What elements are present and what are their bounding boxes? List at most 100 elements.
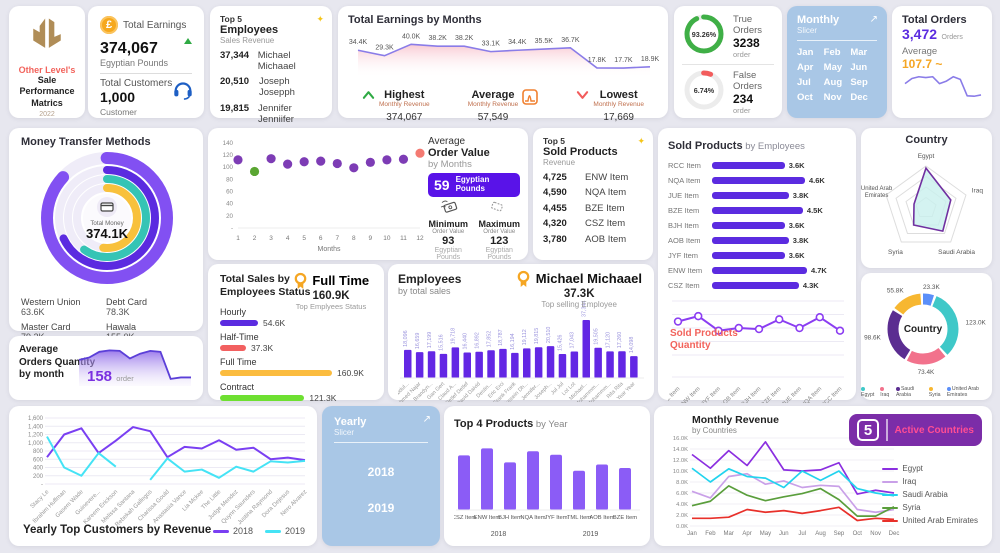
chart-label: 6.74% <box>694 86 715 95</box>
legend-item[interactable]: Iraq <box>880 386 892 398</box>
legend-item[interactable]: Egypt <box>882 464 978 473</box>
earnings-by-months-area-chart[interactable]: 34.4K 29.3K 40.0K 38.2K 38.2K 33.1K 34.4K 35.5K… <box>348 26 659 87</box>
month-option[interactable]: Dec <box>850 92 868 103</box>
legend-item[interactable]: Egypt <box>861 386 876 398</box>
orders-gauges-card: 93.26% True Orders 3238 order 6.74% Fals… <box>674 6 782 118</box>
sold-products-quantity-chart[interactable]: CSZ Item ENW Item JYF Item AOB Item BJH Item… <box>659 293 846 410</box>
aoq-sparkline[interactable] <box>77 342 195 395</box>
status-bar-row[interactable]: Hourly 54.6K <box>220 307 372 328</box>
list-item[interactable]: 4,725 ENW Item <box>543 172 643 183</box>
money-transfer-ring-chart[interactable]: Total Money 374.1K <box>21 148 191 295</box>
list-item[interactable]: 4,590 NQA Item <box>543 187 643 198</box>
chart-label: Dec <box>889 531 900 537</box>
bar <box>527 451 539 510</box>
bar-label: JYF Item <box>668 251 699 260</box>
donut-slice <box>887 293 959 365</box>
bar-row[interactable]: AOB Item 3.8K <box>668 233 846 248</box>
bar-label: JUE Item <box>668 191 699 200</box>
status-bar-row[interactable]: Half-Time 37.3K <box>220 332 372 353</box>
legend-item[interactable]: Iraq <box>882 477 978 486</box>
country-donut-card: 23.3K 123.0K 73.4K 98.6K 55.8K Country Egypt I… <box>861 273 992 400</box>
legend-item[interactable]: Syria <box>928 386 943 398</box>
aov-title-3: by Months <box>428 159 472 170</box>
month-option[interactable]: Feb <box>823 47 841 58</box>
month-option[interactable]: Jan <box>797 47 814 58</box>
status-bar-chart[interactable]: Hourly 54.6K Half-Time 37.3K Full Time 160… <box>220 307 372 403</box>
active-countries-count: 5 <box>857 419 880 441</box>
sold-products-bar-chart[interactable]: RCC Item 3.6K NQA Item 4.6K JUE Item 3.8K BZE … <box>668 158 846 293</box>
legend-item[interactable]: 2018 <box>212 526 253 536</box>
true-orders-gauge[interactable]: 93.26% <box>682 12 726 61</box>
monthly-revenue-line-chart[interactable]: 16.0K 14.0K 12.0K 10.0K 8.0K 6.0K 4.0K 2.0K 0.0K… <box>662 434 984 551</box>
expand-icon[interactable]: ↗ <box>869 14 878 25</box>
aoq-title-2: Orders Quantity <box>19 356 96 368</box>
star-icon: ✦ <box>316 14 324 24</box>
legend-item[interactable]: United Arab Emirates <box>882 516 978 525</box>
month-option[interactable]: Aug <box>823 77 843 88</box>
order-value-scatter-chart[interactable]: 140 120 100 80 60 40 20-1 2 3 4 5 6 7 8 9 10 11 12 Months <box>214 132 522 261</box>
month-option[interactable]: Jul <box>797 77 811 88</box>
chart-label: ENW Item <box>474 515 501 521</box>
list-item[interactable]: 20,510 Joseph Josepph <box>220 76 322 98</box>
top5-products-measure: Revenue <box>543 158 576 168</box>
bar-row[interactable]: JYF Item 3.6K <box>668 248 846 263</box>
bar-value: 54.6K <box>263 318 286 329</box>
bar-row[interactable]: NQA Item 4.6K <box>668 173 846 188</box>
month-option[interactable]: Jun <box>850 62 868 73</box>
legend-item[interactable]: Debt Card 78.3K <box>106 297 191 317</box>
total-orders-sparkline[interactable] <box>902 71 982 110</box>
expand-icon[interactable]: ↗ <box>422 414 431 425</box>
month-option[interactable]: Mar <box>850 47 868 58</box>
legend-item[interactable]: 2019 <box>264 526 305 536</box>
chart-label: 23.3K <box>923 284 940 291</box>
legend-name: Debt Card <box>106 297 148 307</box>
monthly-revenue-subtitle: by Countries <box>692 426 737 435</box>
chart-label: 12.0K <box>673 458 688 464</box>
year-option[interactable]: 2019 <box>367 501 395 515</box>
status-bar-row[interactable]: Full Time 160.9K <box>220 357 372 378</box>
bar-row[interactable]: CSZ Item 4.3K <box>668 278 846 293</box>
donut-slice <box>887 293 959 365</box>
line-series <box>691 472 895 514</box>
bar <box>712 252 785 259</box>
top4-bar-chart[interactable]: CSZ Item ENW Item BJH Item NQA Item JYF Item… <box>452 432 640 553</box>
month-option[interactable]: Oct <box>797 92 813 103</box>
yearly-slicer-subtitle: Slicer <box>334 428 355 437</box>
top5-employees-measure: Sales Revenue <box>220 36 275 45</box>
scatter-point <box>299 157 309 167</box>
employees-bar-chart[interactable]: 18,096 Abdul... 16,659 Ahmed Najar 17,199 Bra… <box>393 296 644 408</box>
list-item[interactable]: 19,815 Jennifer Jenniifer <box>220 103 322 125</box>
year-option[interactable]: 2018 <box>367 465 395 479</box>
month-option[interactable]: Apr <box>797 62 814 73</box>
top-customers-line-chart[interactable]: 1,600 1,400 1,200 1,000 800 600 400 200- Stacy L… <box>17 412 309 539</box>
list-item[interactable]: 3,780 AOB Item <box>543 234 643 245</box>
country-radar-chart[interactable]: Egypt Iraq Saudi Arabia Syria United Arab Emi… <box>861 146 992 271</box>
bar-row[interactable]: ENW Item 4.7K <box>668 263 846 278</box>
bar-row[interactable]: BJH Item 3.6K <box>668 218 846 233</box>
legend-item[interactable]: Saudi Arabia <box>882 490 978 499</box>
list-item[interactable]: 4,455 BZE Item <box>543 203 643 214</box>
line-series <box>691 485 895 517</box>
chart-label: 15,426 <box>558 335 564 352</box>
country-donut-chart[interactable]: 23.3K 123.0K 73.4K 98.6K 55.8K Country <box>861 275 992 386</box>
line-marker <box>694 311 703 321</box>
top-customers-card: 1,600 1,400 1,200 1,000 800 600 400 200- Stacy L… <box>9 406 317 546</box>
month-option[interactable]: May <box>823 62 843 73</box>
bar-row[interactable]: JUE Item 3.8K <box>668 188 846 203</box>
list-item[interactable]: 4,320 CSZ Item <box>543 218 643 229</box>
bar-row[interactable]: BZE Item 4.5K <box>668 203 846 218</box>
legend-item[interactable]: Syria <box>882 503 978 512</box>
false-orders-gauge[interactable]: 6.74% <box>682 68 726 117</box>
total-customers-label: Total Customers <box>100 78 173 90</box>
month-option[interactable]: Sep <box>850 77 868 88</box>
legend-item[interactable]: Saudi Arabia <box>895 386 915 398</box>
false-orders-unit: order <box>733 106 751 115</box>
chart-label: Nov <box>870 531 881 537</box>
status-bar-row[interactable]: Contract 121.3K <box>220 382 372 403</box>
yearly-slicer-title: Yearly <box>334 416 367 428</box>
legend-item[interactable]: United Arab Emirates <box>946 386 979 398</box>
list-item[interactable]: 37,344 Michael Michaael <box>220 50 322 72</box>
month-option[interactable]: Nov <box>823 92 842 103</box>
legend-item[interactable]: Western Union 63.6K <box>21 297 106 317</box>
bar-row[interactable]: RCC Item 3.6K <box>668 158 846 173</box>
